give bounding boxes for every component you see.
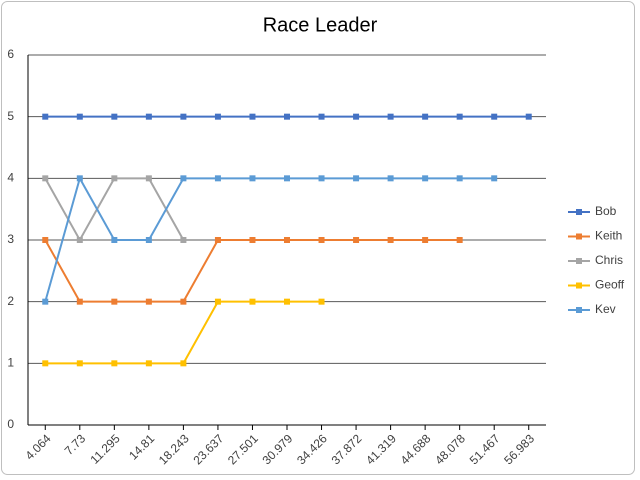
point-marker	[214, 113, 221, 120]
point-marker	[318, 237, 325, 243]
point-marker	[180, 175, 187, 182]
point-marker	[42, 237, 49, 243]
point-marker	[422, 175, 429, 182]
point-marker	[180, 360, 187, 367]
point-marker	[318, 298, 325, 305]
point-marker	[353, 113, 360, 120]
point-marker	[145, 360, 152, 367]
point-marker	[111, 237, 118, 243]
point-marker	[318, 175, 325, 182]
y-tick-label: 3	[7, 232, 14, 246]
legend-marker	[576, 307, 582, 313]
point-marker	[42, 113, 49, 120]
point-marker	[284, 298, 290, 305]
point-marker	[491, 175, 498, 182]
point-marker	[456, 113, 463, 120]
point-marker	[525, 113, 532, 120]
point-marker	[284, 113, 290, 120]
legend-marker	[576, 209, 582, 215]
point-marker	[284, 175, 290, 182]
point-marker	[145, 175, 152, 182]
point-marker	[318, 113, 325, 120]
y-tick-label: 4	[7, 171, 14, 185]
point-marker	[387, 113, 394, 120]
point-marker	[180, 237, 187, 243]
point-marker	[456, 237, 463, 243]
point-marker	[387, 175, 394, 182]
point-marker	[422, 113, 429, 120]
point-marker	[111, 113, 118, 120]
point-marker	[353, 175, 360, 182]
point-marker	[387, 237, 394, 243]
point-marker	[42, 298, 49, 305]
legend-entry: Bob	[568, 204, 617, 218]
chart-title: Race Leader	[263, 14, 378, 36]
legend-label: Keith	[595, 229, 622, 243]
legend-entry: Chris	[568, 253, 623, 267]
point-marker	[284, 237, 290, 243]
legend-marker	[576, 233, 582, 240]
point-marker	[76, 175, 83, 182]
point-marker	[214, 175, 221, 182]
point-marker	[145, 237, 152, 243]
point-marker	[491, 113, 498, 120]
point-marker	[456, 175, 463, 182]
legend-label: Bob	[595, 204, 617, 218]
chart-frame	[1, 1, 635, 475]
y-tick-label: 0	[7, 417, 14, 431]
point-marker	[111, 298, 118, 305]
point-marker	[145, 298, 152, 305]
point-marker	[249, 113, 256, 120]
point-marker	[76, 360, 83, 367]
point-marker	[249, 237, 256, 243]
point-marker	[249, 175, 256, 182]
point-marker	[42, 175, 49, 182]
legend-entry: Kev	[568, 302, 616, 316]
legend-label: Kev	[595, 302, 616, 316]
point-marker	[422, 237, 429, 243]
point-marker	[214, 237, 221, 243]
point-marker	[353, 237, 360, 243]
point-marker	[76, 298, 83, 305]
point-marker	[180, 113, 187, 120]
point-marker	[145, 113, 152, 120]
y-tick-label: 6	[7, 47, 14, 61]
point-marker	[180, 298, 187, 305]
point-marker	[76, 113, 83, 120]
legend-marker	[576, 258, 582, 264]
point-marker	[249, 298, 256, 305]
point-marker	[214, 298, 221, 305]
y-tick-label: 1	[7, 356, 14, 370]
point-marker	[111, 360, 118, 367]
series-line	[44, 175, 495, 302]
legend-entry: Geoff	[568, 278, 625, 292]
point-marker	[111, 175, 118, 182]
legend-label: Geoff	[595, 278, 625, 292]
legend-label: Chris	[595, 253, 623, 267]
y-tick-label: 2	[7, 294, 14, 308]
point-marker	[76, 237, 83, 243]
legend-entry: Keith	[568, 229, 622, 243]
y-tick-label: 5	[7, 109, 14, 123]
legend-marker	[576, 282, 582, 289]
point-marker	[42, 360, 49, 367]
